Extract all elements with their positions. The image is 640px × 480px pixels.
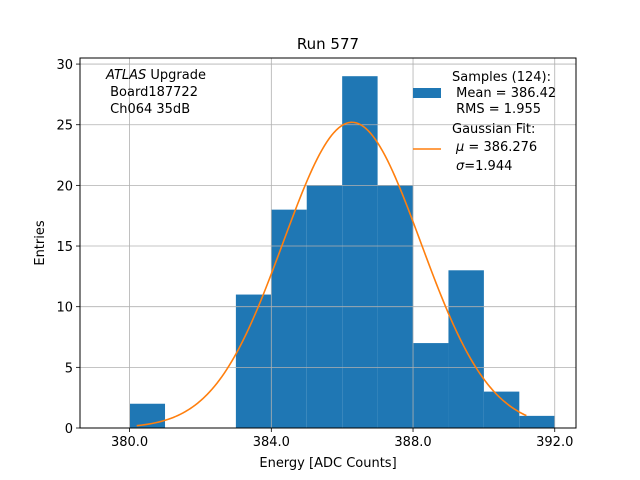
histogram-bar-8 (483, 391, 520, 428)
atlas-annotation: ATLAS Upgrade Board187722 Ch064 35dB (105, 68, 206, 117)
x-axis-label: Energy [ADC Counts] (259, 456, 396, 471)
y-tick-label-0: 0 (65, 422, 73, 437)
plot-frame (79, 57, 577, 429)
annotation-board: Board187722 (106, 85, 198, 100)
y-axis-ticks: 0 5 10 15 20 25 30 (56, 58, 80, 437)
legend-fit-title: Gaussian Fit: (452, 122, 535, 137)
annotation-channel: Ch064 35dB (106, 102, 190, 117)
chart-title: Run 577 (297, 35, 359, 53)
x-tick-label-3: 392.0 (536, 435, 573, 450)
y-tick-label-3: 15 (56, 240, 73, 255)
histogram-bar-6 (413, 343, 449, 428)
legend-samples-rms: RMS = 1.955 (452, 102, 541, 117)
x-tick-label-2: 388.0 (394, 435, 431, 450)
gaussian-fit-curve (136, 121, 527, 427)
histogram-bar-4 (342, 76, 378, 429)
x-tick-label-1: 384.0 (253, 435, 290, 450)
atlas-label: ATLAS (105, 68, 146, 83)
y-tick-label-6: 30 (56, 58, 73, 73)
histogram-bar-1 (235, 294, 272, 428)
legend-samples-mean: Mean = 386.42 (452, 86, 556, 101)
x-tick-label-0: 380.0 (111, 435, 148, 450)
legend-fit-mu: μ = 386.276 (455, 140, 537, 155)
mu-value: = 386.276 (464, 140, 537, 155)
legend-samples-title: Samples (124): (452, 70, 551, 85)
legend-fit-sigma: σ=1.944 (456, 159, 512, 174)
y-tick-label-2: 10 (56, 301, 73, 316)
y-axis-label: Entries (33, 220, 48, 266)
x-axis-ticks: 380.0 384.0 388.0 392.0 (111, 428, 573, 450)
mu-symbol: μ (455, 140, 464, 155)
sigma-value: =1.944 (464, 159, 512, 174)
y-tick-label-1: 5 (65, 361, 73, 376)
sigma-symbol: σ (456, 159, 465, 174)
upgrade-label: Upgrade (146, 68, 206, 83)
histogram-bar-9 (519, 415, 555, 428)
y-tick-label-4: 20 (56, 179, 73, 194)
y-tick-label-5: 25 (56, 119, 73, 134)
histogram-bar-2 (271, 209, 307, 428)
annotation-line-1: ATLAS Upgrade (105, 68, 206, 83)
legend-swatch-samples (413, 88, 441, 98)
legend: Samples (124): Mean = 386.42 RMS = 1.955… (413, 70, 556, 174)
